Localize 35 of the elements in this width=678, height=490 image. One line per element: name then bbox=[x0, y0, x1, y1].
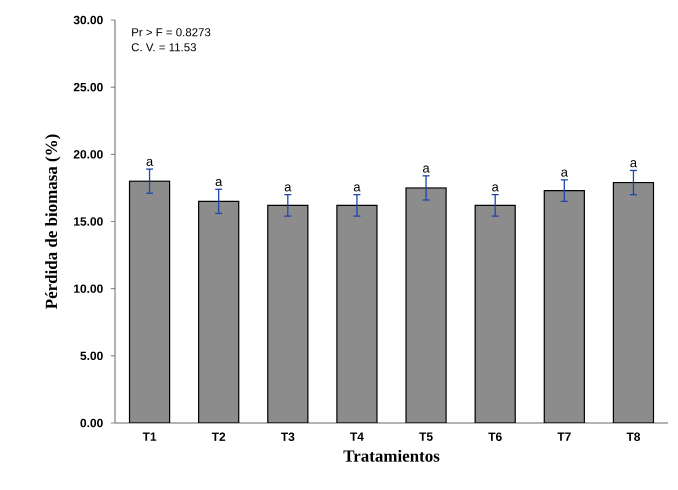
annotation: a bbox=[492, 184, 499, 192]
bar bbox=[267, 204, 308, 423]
bar bbox=[405, 187, 447, 423]
bar bbox=[198, 200, 240, 423]
y-tick-label: 25.00 bbox=[74, 82, 103, 92]
annotation: a bbox=[561, 170, 568, 177]
y-axis-title: Pérdida de biomasa (%) bbox=[45, 134, 61, 309]
y-tick-label: 10.00 bbox=[74, 284, 103, 293]
annotation: a bbox=[630, 160, 638, 168]
y-tick-label: 30.00 bbox=[74, 16, 103, 24]
annotation: a bbox=[354, 184, 361, 192]
y-tick-label: 0.00 bbox=[80, 418, 103, 428]
x-tick-label: T5 bbox=[419, 432, 433, 441]
y-tick-label: 15.00 bbox=[74, 217, 103, 226]
bar bbox=[336, 204, 378, 423]
y-tick-label: 20.00 bbox=[74, 150, 103, 159]
y-tick-label: 5.00 bbox=[80, 352, 103, 360]
x-tick-label: T4 bbox=[350, 432, 364, 441]
bar bbox=[544, 190, 585, 423]
bar bbox=[474, 204, 516, 423]
x-tick-label: T7 bbox=[557, 432, 571, 441]
x-axis-title: Tratamientos bbox=[343, 450, 440, 462]
annotation: a bbox=[146, 158, 154, 166]
annotation: a bbox=[284, 184, 292, 192]
x-tick-label: T3 bbox=[280, 432, 294, 441]
bar bbox=[612, 182, 654, 423]
x-tick-label: T2 bbox=[212, 432, 226, 441]
x-tick-label: T8 bbox=[626, 432, 640, 441]
annotation: Pr > F = 0.8273 bbox=[132, 28, 210, 36]
bar bbox=[128, 180, 170, 423]
x-tick-label: T6 bbox=[488, 432, 502, 441]
annotation: C. V. = 11.53 bbox=[132, 43, 196, 52]
annotation: a bbox=[423, 166, 430, 173]
x-tick-label: T1 bbox=[142, 432, 156, 441]
annotation: a bbox=[216, 178, 222, 186]
